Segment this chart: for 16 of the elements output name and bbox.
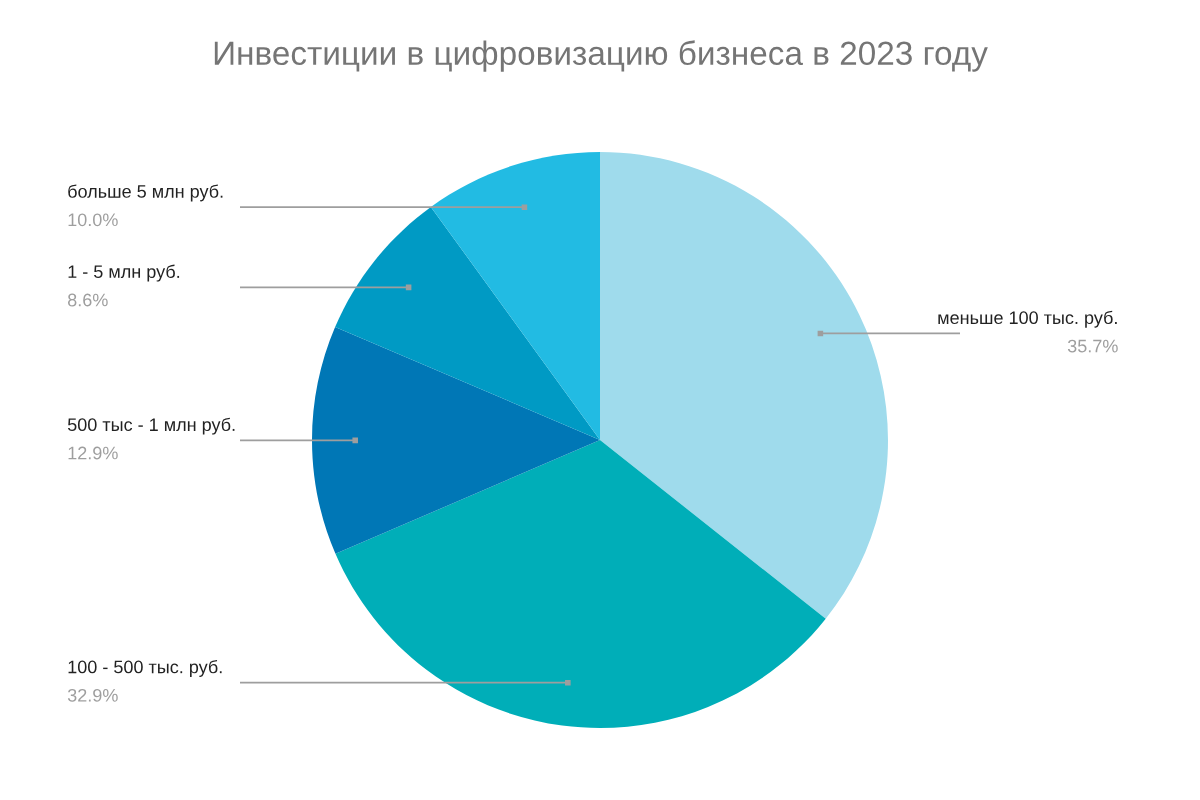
data-label: 10.0%: [68, 213, 118, 227]
pie-slice: [335, 440, 826, 728]
slice-label: 500 тыс - 1 млн руб.: [67, 417, 235, 435]
pie-slice: [600, 152, 888, 619]
slice-label: меньше 100 тыс. руб.: [938, 310, 1117, 328]
pie-slice: [335, 206, 600, 440]
pie-slice: [430, 152, 600, 440]
pie-slice: [312, 326, 600, 554]
data-label: 32.9%: [67, 688, 118, 702]
slice-label: 1 - 5 млн руб.: [68, 264, 180, 282]
slice-label: 100 - 500 тыс. руб.: [68, 659, 222, 677]
data-label: 8.6%: [67, 293, 108, 307]
slice-label: больше 5 млн руб.: [68, 184, 223, 202]
data-label: 35.7%: [1067, 339, 1118, 353]
data-label: 12.9%: [68, 446, 118, 460]
chart-title: Инвестиции в цифровизацию бизнеса в 2023 году: [214, 40, 988, 72]
